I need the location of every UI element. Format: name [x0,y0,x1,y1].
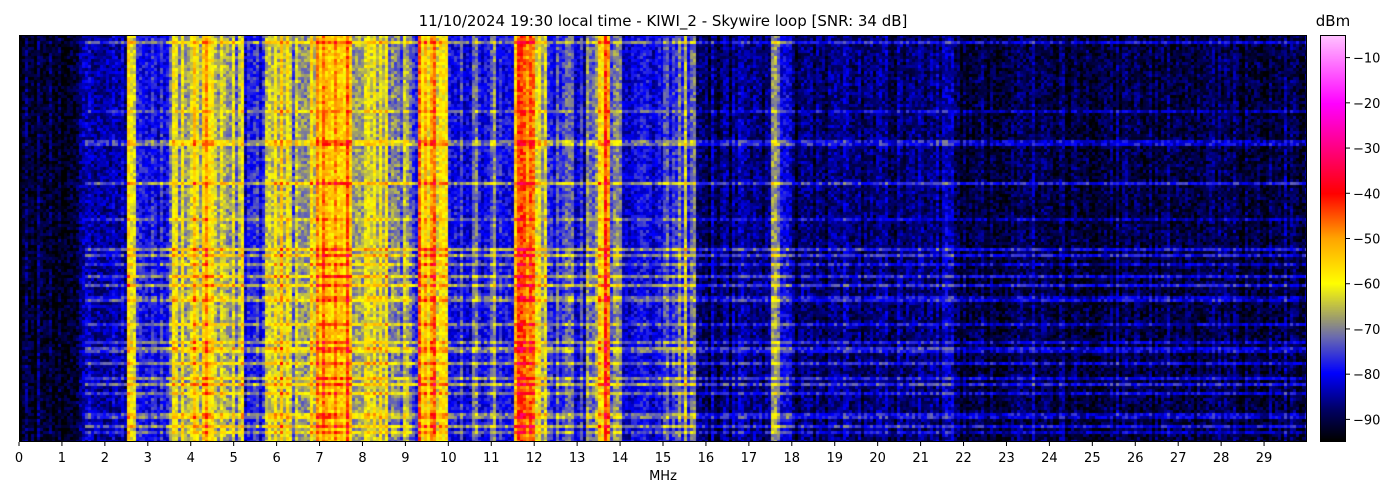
x-tick-label: 17 [741,451,758,466]
x-tick-label: 26 [1127,451,1144,466]
x-tick-label: 25 [1084,451,1101,466]
x-tick-label: 15 [655,451,672,466]
colorbar [1320,35,1346,442]
x-axis-label: MHz [649,469,677,484]
x-tick-label: 13 [569,451,586,466]
colorbar-tick-label: −30 [1353,142,1380,157]
x-tick-label: 20 [869,451,886,466]
colorbar-tick-label: −90 [1353,413,1380,428]
x-tick-label: 6 [272,451,280,466]
x-tick-label: 11 [483,451,500,466]
x-tick-label: 8 [358,451,366,466]
x-tick-label: 21 [912,451,929,466]
x-tick-label: 18 [784,451,801,466]
x-tick-label: 12 [526,451,543,466]
x-tick-label: 9 [401,451,409,466]
x-tick-label: 23 [998,451,1015,466]
x-tick-label: 0 [15,451,23,466]
x-tick-label: 19 [826,451,843,466]
colorbar-tick-label: −70 [1353,323,1380,338]
x-tick-label: 7 [315,451,323,466]
chart-title: 11/10/2024 19:30 local time - KIWI_2 - S… [418,12,908,30]
x-tick-label: 16 [698,451,715,466]
colorbar-tick-label: −80 [1353,368,1380,383]
x-tick-label: 4 [187,451,195,466]
x-tick-label: 2 [101,451,109,466]
x-tick-label: 5 [230,451,238,466]
x-tick-label: 3 [144,451,152,466]
x-tick-label: 14 [612,451,629,466]
colorbar-tick-label: −20 [1353,97,1380,112]
colorbar-tick-label: −40 [1353,187,1380,202]
colorbar-tick-label: −50 [1353,233,1380,248]
x-tick-label: 29 [1256,451,1273,466]
x-tick-label: 22 [955,451,972,466]
x-tick-label: 28 [1213,451,1230,466]
x-tick-label: 1 [58,451,66,466]
colorbar-label: dBm [1315,12,1351,30]
x-tick-label: 24 [1041,451,1058,466]
colorbar-tick-label: −60 [1353,278,1380,293]
plot-area [19,35,1307,442]
x-tick-label: 10 [440,451,457,466]
colorbar-tick-label: −10 [1353,52,1380,67]
x-tick-label: 27 [1170,451,1187,466]
spectrogram-heatmap [19,35,1307,442]
